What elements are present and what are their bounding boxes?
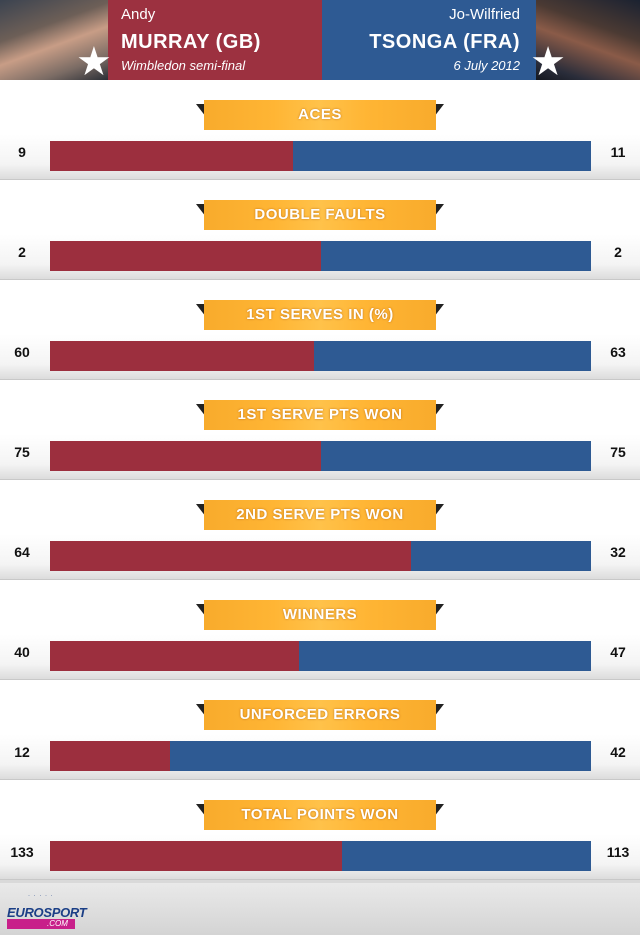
player2-bar xyxy=(50,141,591,171)
ribbon-fold-left xyxy=(196,804,206,817)
stat-label-ribbon: WINNERS xyxy=(196,600,444,630)
player2-value: 11 xyxy=(610,144,626,160)
player2-bar xyxy=(50,541,591,571)
ribbon-fold-left xyxy=(196,604,206,617)
footer xyxy=(0,883,640,935)
player2-last-name: TSONGA (FRA) xyxy=(369,31,520,53)
eurosport-logo[interactable]: EUROSPORT .COM xyxy=(7,905,87,929)
player1-bar xyxy=(50,341,314,371)
player1-first-name: Andy xyxy=(121,6,156,23)
ribbon-fold-left xyxy=(196,304,206,317)
ribbon-fold-right xyxy=(434,504,444,517)
event-name: Wimbledon semi-final xyxy=(121,58,246,73)
ribbon-fold-right xyxy=(434,104,444,117)
stat-label-ribbon: 2ND SERVE PTS WON xyxy=(196,500,444,530)
stat-label-ribbon: 1ST SERVE PTS WON xyxy=(196,400,444,430)
stat-row: 2ND SERVE PTS WON 64 32 xyxy=(0,480,640,580)
player1-value: 12 xyxy=(14,744,30,760)
match-header: ★ Andy MURRAY (GB) Wimbledon semi-final … xyxy=(0,0,640,80)
ribbon-fold-left xyxy=(196,704,206,717)
player1-photo xyxy=(0,0,108,80)
stat-label-ribbon: TOTAL POINTS WON xyxy=(196,800,444,830)
stat-row: ACES 9 11 xyxy=(0,80,640,180)
player1-bar xyxy=(50,541,411,571)
stat-label: ACES xyxy=(204,100,436,130)
match-date: 6 July 2012 xyxy=(453,58,521,73)
logo-sub-text: .COM xyxy=(47,919,68,928)
player1-value: 9 xyxy=(18,144,26,160)
stat-label: TOTAL POINTS WON xyxy=(204,800,436,830)
stat-row: 1ST SERVE PTS WON 75 75 xyxy=(0,380,640,480)
stat-row: UNFORCED ERRORS 12 42 xyxy=(0,680,640,780)
player1-last-name: MURRAY (GB) xyxy=(121,31,261,53)
player1-bar xyxy=(50,741,170,771)
ribbon-fold-right xyxy=(434,404,444,417)
star-icon: ★ xyxy=(76,40,112,80)
player2-value: 47 xyxy=(610,644,626,660)
ribbon-fold-right xyxy=(434,304,444,317)
stat-row: DOUBLE FAULTS 2 2 xyxy=(0,180,640,280)
player2-bar xyxy=(50,341,591,371)
logo-bar xyxy=(7,919,75,929)
ribbon-fold-left xyxy=(196,404,206,417)
player1-value: 64 xyxy=(14,544,30,560)
stat-label: DOUBLE FAULTS xyxy=(204,200,436,230)
stats-list: ACES 9 11 DOUBLE FAULTS 2 2 1ST SERVES IN (%) 6… xyxy=(0,80,640,880)
player1-panel: ★ Andy MURRAY (GB) Wimbledon semi-final xyxy=(0,0,322,80)
player2-panel: ★ Jo-Wilfried TSONGA (FRA) 6 July 2012 xyxy=(322,0,640,80)
star-icon: ★ xyxy=(530,40,566,80)
player1-value: 40 xyxy=(14,644,30,660)
stat-label-ribbon: ACES xyxy=(196,100,444,130)
stat-label: 1ST SERVE PTS WON xyxy=(204,400,436,430)
player2-photo xyxy=(536,0,640,80)
stat-label-ribbon: UNFORCED ERRORS xyxy=(196,700,444,730)
player1-bar xyxy=(50,141,293,171)
stat-label-ribbon: 1ST SERVES IN (%) xyxy=(196,300,444,330)
ribbon-fold-left xyxy=(196,204,206,217)
ribbon-fold-right xyxy=(434,604,444,617)
player2-bar xyxy=(50,641,591,671)
player2-bar xyxy=(50,241,591,271)
player2-bar xyxy=(50,741,591,771)
player2-first-name: Jo-Wilfried xyxy=(449,6,520,23)
ribbon-fold-right xyxy=(434,704,444,717)
stat-row: TOTAL POINTS WON 133 113 xyxy=(0,780,640,880)
ribbon-fold-left xyxy=(196,504,206,517)
player1-bar xyxy=(50,641,299,671)
ribbon-fold-left xyxy=(196,104,206,117)
player2-value: 2 xyxy=(614,244,622,260)
player2-value: 113 xyxy=(606,844,630,860)
player1-bar xyxy=(50,841,342,871)
stat-label: UNFORCED ERRORS xyxy=(204,700,436,730)
player1-value: 60 xyxy=(14,344,30,360)
player1-bar xyxy=(50,241,321,271)
ribbon-fold-right xyxy=(434,204,444,217)
player1-value: 75 xyxy=(14,444,30,460)
stat-label-ribbon: DOUBLE FAULTS xyxy=(196,200,444,230)
stat-label: 1ST SERVES IN (%) xyxy=(204,300,436,330)
player1-value: 133 xyxy=(10,844,34,860)
stat-label: 2ND SERVE PTS WON xyxy=(204,500,436,530)
logo-text: EUROSPORT xyxy=(7,905,87,920)
player2-value: 42 xyxy=(610,744,626,760)
player1-bar xyxy=(50,441,321,471)
player2-value: 32 xyxy=(610,544,626,560)
stat-row: WINNERS 40 47 xyxy=(0,580,640,680)
player2-bar xyxy=(50,841,591,871)
stat-row: 1ST SERVES IN (%) 60 63 xyxy=(0,280,640,380)
ribbon-fold-right xyxy=(434,804,444,817)
player1-value: 2 xyxy=(18,244,26,260)
player2-value: 63 xyxy=(610,344,626,360)
player2-bar xyxy=(50,441,591,471)
logo-stars-icon: · · · · · xyxy=(28,893,54,899)
player2-value: 75 xyxy=(610,444,626,460)
stat-label: WINNERS xyxy=(204,600,436,630)
